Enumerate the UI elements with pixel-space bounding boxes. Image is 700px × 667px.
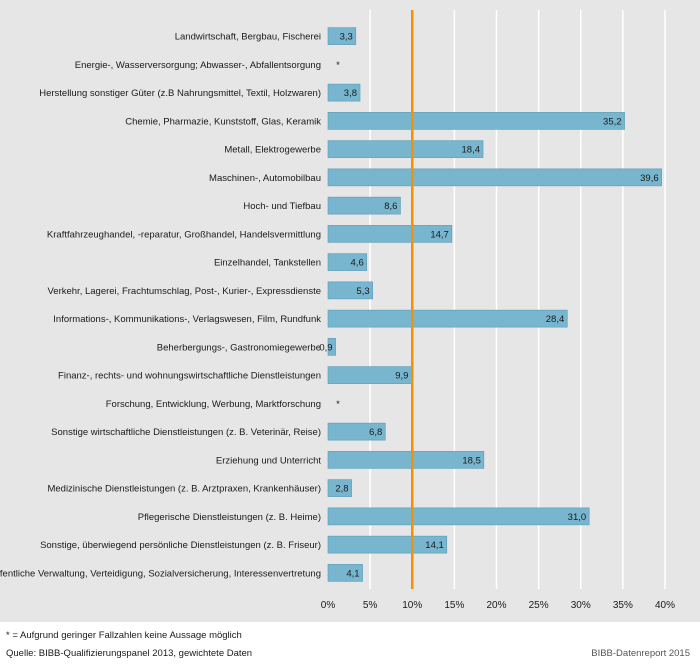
bar: [327, 112, 625, 130]
category-label: Landwirtschaft, Bergbau, Fischerei: [175, 32, 321, 43]
category-label: Kraftfahrzeughandel, -reparatur, Großhan…: [47, 229, 321, 240]
value-label: 4,6: [351, 258, 364, 269]
value-label: 31,0: [568, 512, 587, 523]
value-label: *: [336, 399, 340, 410]
value-label: 8,6: [384, 201, 397, 212]
bar: [327, 422, 386, 441]
category-label: Maschinen-, Automobilbau: [209, 173, 321, 184]
bar: [327, 27, 357, 45]
category-label: Sonstige, überwiegend persönliche Dienst…: [40, 540, 321, 551]
bar-chart: Landwirtschaft, Bergbau, Fischerei 3,3 Ene…: [0, 10, 675, 611]
category-label: Erziehung und Unterricht: [216, 455, 321, 466]
category-label: Herstellung sonstiger Güter (z.B Nahrung…: [39, 88, 321, 99]
value-label: *: [336, 60, 340, 71]
value-label: 5,3: [356, 286, 369, 297]
bar: [327, 225, 453, 243]
category-label: Metall, Elektrogewerbe: [224, 145, 321, 156]
x-tick-label: 20%: [486, 600, 506, 611]
x-tick-label: 40%: [655, 600, 675, 611]
bar: [327, 140, 484, 158]
value-label: 18,5: [462, 455, 481, 466]
value-label: 18,4: [462, 145, 481, 156]
x-tick-label: 10%: [402, 600, 422, 611]
x-tick-label: 5%: [363, 600, 378, 611]
bar: [327, 338, 336, 356]
category-label: Öffentliche Verwaltung, Verteidigung, So…: [0, 568, 321, 579]
bar: [327, 253, 368, 271]
category-label: Sonstige wirtschaftliche Dienstleistunge…: [51, 427, 321, 438]
value-label: 6,8: [369, 427, 382, 438]
bar: [327, 451, 485, 469]
value-label: 3,8: [344, 88, 357, 99]
x-tick-label: 30%: [571, 600, 591, 611]
source-note: Quelle: BIBB-Qualifizierungspanel 2013, …: [6, 648, 253, 659]
value-label: 4,1: [346, 568, 359, 579]
category-label: Verkehr, Lagerei, Frachtumschlag, Post-,…: [47, 286, 321, 297]
category-label: Medizinische Dienstleistungen (z. B. Arz…: [47, 484, 321, 495]
bar: [327, 83, 361, 102]
category-label: Forschung, Entwicklung, Werbung, Marktfo…: [106, 399, 321, 410]
value-label: 14,1: [425, 540, 444, 551]
bar: [327, 309, 568, 328]
bar: [327, 196, 401, 215]
category-label: Einzelhandel, Tankstellen: [214, 258, 321, 269]
bar: [327, 281, 373, 300]
category-label: Energie-, Wasserversorgung; Abwasser-, A…: [75, 60, 321, 71]
category-label: Informations-, Kommunikations-, Verlagsw…: [53, 314, 321, 325]
footnote: * = Aufgrund geringer Fallzahlen keine A…: [6, 630, 242, 641]
report-label: BIBB-Datenreport 2015: [591, 648, 690, 659]
x-tick-label: 0%: [321, 600, 336, 611]
x-tick-label: 15%: [444, 600, 464, 611]
x-tick-label: 25%: [529, 600, 549, 611]
category-label: Finanz-, rechts- und wohnungswirtschaftl…: [58, 371, 321, 382]
value-label: 14,7: [430, 229, 449, 240]
bar: [327, 479, 352, 497]
value-label: 2,8: [335, 484, 348, 495]
bar: [327, 564, 363, 582]
bar: [327, 507, 590, 526]
value-label: 9,9: [395, 371, 408, 382]
value-label: 35,2: [603, 116, 622, 127]
value-label: 0,9: [319, 342, 332, 353]
value-label: 39,6: [640, 173, 659, 184]
value-label: 3,3: [340, 32, 353, 43]
category-label: Beherbergungs-, Gastronomiegewerbe: [157, 342, 321, 353]
value-label: 28,4: [546, 314, 565, 325]
x-tick-label: 35%: [613, 600, 633, 611]
category-label: Hoch- und Tiefbau: [243, 201, 321, 212]
bar: [327, 168, 662, 187]
category-label: Pflegerische Dienstleistungen (z. B. Hei…: [138, 512, 321, 523]
category-label: Chemie, Pharmazie, Kunststoff, Glas, Ker…: [125, 116, 321, 127]
bar: [327, 535, 448, 554]
